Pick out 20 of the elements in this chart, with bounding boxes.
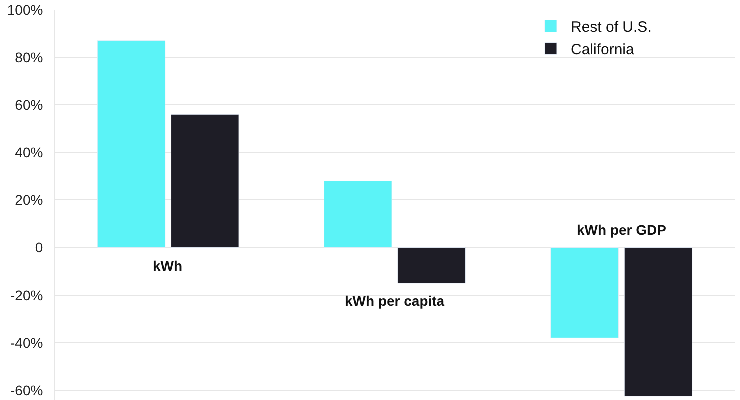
legend-label: California xyxy=(571,42,636,59)
y-tick-label: 100% xyxy=(7,2,44,18)
y-tick-label: 80% xyxy=(15,49,44,66)
y-tick-label: -20% xyxy=(10,287,44,304)
y-tick-label: 60% xyxy=(15,97,44,114)
x-tick-label: kWh per capita xyxy=(345,293,445,309)
x-tick-label: kWh xyxy=(153,258,183,274)
y-tick-label: 0 xyxy=(35,240,44,256)
y-tick-label: -40% xyxy=(10,334,44,351)
bar xyxy=(171,114,240,248)
bar xyxy=(97,40,166,248)
x-tick-label: kWh per GDP xyxy=(577,222,666,238)
bar xyxy=(550,248,619,338)
y-tick-label: 40% xyxy=(15,144,44,161)
legend-label: Rest of U.S. xyxy=(571,19,652,36)
bar xyxy=(324,180,392,248)
bar xyxy=(624,248,693,397)
bar xyxy=(398,248,466,284)
y-tick-label: 20% xyxy=(15,192,44,208)
y-tick-label: -60% xyxy=(10,382,44,398)
